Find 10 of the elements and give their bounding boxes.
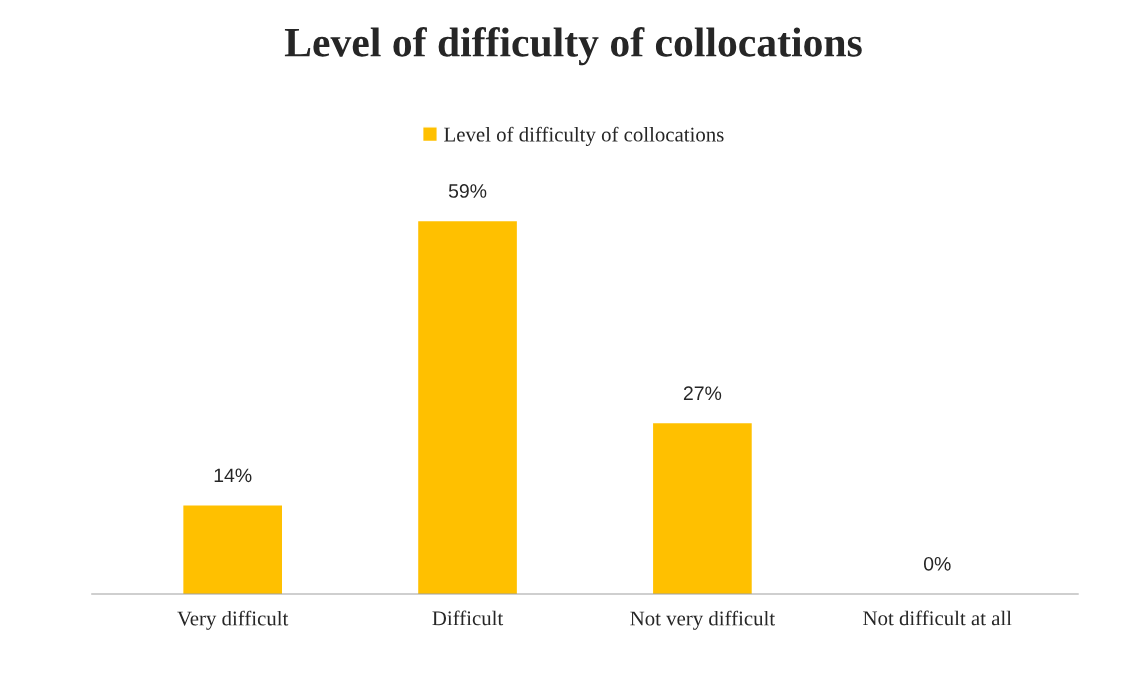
data-label: 27% (683, 386, 722, 401)
legend-label: Level of difficulty of collocations (444, 126, 724, 146)
data-label: 14% (214, 468, 252, 483)
data-label: 0% (923, 556, 951, 571)
data-label: 59% (448, 184, 487, 198)
x-tick-label: Not difficult at all (863, 610, 1012, 626)
x-tick-label: Not very difficult (630, 610, 775, 630)
x-tick-label: Very difficult (177, 610, 289, 630)
chart-title: Level of difficulty of collocations (284, 27, 862, 66)
x-tick-label: Difficult (432, 610, 504, 626)
